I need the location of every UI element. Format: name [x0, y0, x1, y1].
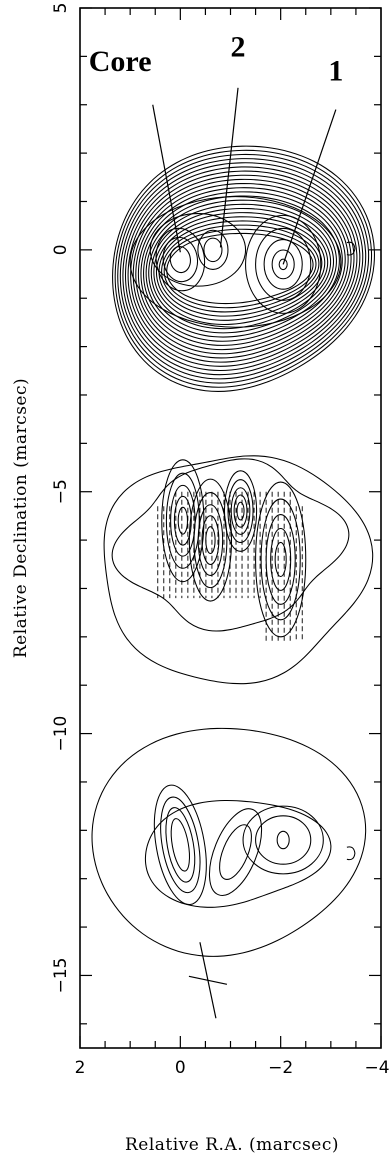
outer-contour [127, 170, 358, 367]
component-contour [245, 214, 322, 314]
component-contour [208, 808, 263, 896]
beam-marker [188, 942, 228, 1019]
axis-tick-labels: 2 0 −2 −4 5 0 −5 −10 −15 [51, 3, 390, 1078]
annotation-label: 2 [231, 30, 246, 63]
outer-contour [155, 216, 326, 321]
outer-contour [137, 187, 346, 351]
outer-contour [144, 799, 332, 908]
component-contour [263, 239, 303, 290]
component-contour [165, 807, 196, 883]
component-contour [274, 541, 287, 577]
annotation-label: Core [89, 45, 152, 78]
component-contour [260, 498, 301, 621]
component-contour [201, 515, 220, 565]
x-tick-label: 2 [75, 1058, 86, 1078]
contour-line [346, 241, 356, 256]
component-contour [271, 249, 295, 280]
component-annotations: Core 2 1 [89, 30, 343, 265]
annotation-leader [219, 87, 239, 248]
x-axis-label: Relative R.A. (marcsec) [125, 1135, 339, 1155]
component-contour [160, 796, 201, 894]
component-contour [173, 495, 192, 546]
annotation-leader [282, 109, 337, 265]
component-contour [227, 479, 254, 543]
component-contour [242, 805, 324, 875]
y-tick-label: −10 [51, 716, 71, 752]
annotation-label: 1 [328, 55, 343, 88]
plot-frame [79, 7, 382, 1049]
outer-contour [132, 178, 352, 359]
outer-contour [103, 455, 374, 685]
y-tick-label: 5 [51, 3, 71, 14]
outer-contour [135, 183, 349, 355]
y-axis-label: Relative Declination (marcsec) [11, 378, 31, 658]
component-contour [197, 504, 224, 576]
outer-contour [161, 224, 320, 313]
outer-contour [112, 145, 375, 392]
outer-contour [158, 220, 323, 317]
outer-contour [153, 212, 329, 326]
component-contour [255, 481, 307, 638]
component-contour [161, 459, 205, 583]
polarization-vector-layer [157, 491, 303, 642]
contour-line [346, 846, 356, 861]
component-contour [170, 818, 191, 872]
outer-contour [122, 162, 364, 376]
component-contour [129, 196, 342, 328]
component-contour [177, 506, 189, 535]
contour-layer [91, 145, 375, 957]
component-contour [255, 815, 312, 865]
component-contour [219, 824, 252, 880]
outer-contour [111, 458, 350, 632]
component-contour [165, 472, 200, 569]
component-contour [193, 492, 228, 589]
component-contour [230, 487, 251, 535]
y-tick-label: −15 [51, 957, 71, 993]
component-contour [233, 494, 248, 528]
y-tick-label: −5 [51, 479, 71, 504]
component-contour [255, 227, 312, 301]
component-contour [188, 478, 233, 602]
outer-contour [130, 174, 355, 363]
component-contour [153, 784, 207, 906]
component-contour [236, 501, 245, 521]
component-contour [197, 229, 229, 270]
component-contour [205, 526, 216, 555]
component-contour [223, 470, 258, 552]
outer-contour [114, 149, 373, 388]
x-tick-label: −2 [268, 1058, 293, 1078]
component-contour [149, 213, 247, 287]
component-contour [270, 527, 292, 591]
outer-contour [119, 158, 367, 380]
component-contour [203, 237, 223, 263]
y-tick-label: 0 [51, 244, 71, 255]
component-contour [278, 258, 288, 271]
x-tick-label: −4 [364, 1058, 389, 1078]
component-contour [169, 246, 191, 274]
outer-contour [143, 195, 340, 342]
outer-contour [145, 199, 337, 338]
outer-contour [117, 153, 370, 384]
annotation-leader [152, 104, 181, 253]
x-tick-label: 0 [175, 1058, 186, 1078]
outer-contour [91, 727, 367, 957]
component-contour [276, 830, 290, 850]
outer-contour [166, 232, 314, 305]
outer-contour [150, 207, 332, 330]
beam-minor-axis [188, 975, 228, 985]
outer-contour [140, 191, 343, 346]
outer-contour [124, 166, 361, 372]
